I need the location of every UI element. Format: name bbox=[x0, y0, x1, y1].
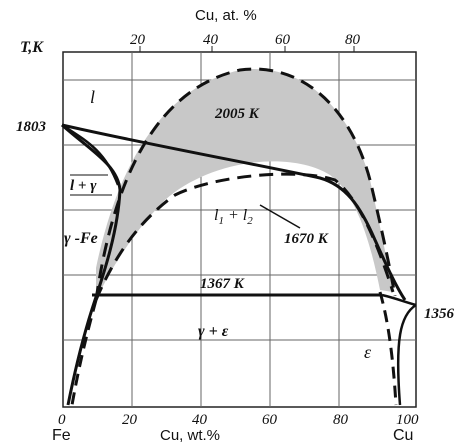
bottom-tick-label: 100 bbox=[396, 412, 419, 428]
phase-gamma-epsilon-label: γ + ε bbox=[198, 323, 229, 340]
element-fe-label: Fe bbox=[52, 427, 71, 444]
liquid-gamma-box bbox=[70, 174, 112, 196]
phase-liquid-gamma-label: l + γ bbox=[70, 178, 97, 194]
bottom-tick-label: 80 bbox=[333, 412, 349, 428]
monotectic-leader-line bbox=[259, 204, 301, 229]
miscibility-gap-inner-dashed bbox=[94, 172, 395, 301]
top-tick-label: 40 bbox=[203, 32, 219, 48]
bottom-tick-label: 60 bbox=[262, 412, 278, 428]
grid bbox=[62, 51, 417, 408]
bottom-tick-label: 40 bbox=[192, 412, 208, 428]
phase-gamma-fe-label: γ -Fe bbox=[64, 230, 98, 247]
bottom-tick-label: 0 bbox=[58, 412, 66, 428]
miscibility-gap-outer-dashed bbox=[94, 67, 397, 301]
peritectic-temp: 1367 K bbox=[200, 276, 245, 292]
epsilon-solvus-dashed bbox=[378, 291, 398, 406]
phase-epsilon-label: ε bbox=[364, 342, 372, 362]
fe-melting-temp: 1803 bbox=[16, 119, 47, 135]
miscibility-gap-region bbox=[96, 69, 393, 301]
bottom-tick-label: 20 bbox=[122, 412, 138, 428]
top-tick-label: 20 bbox=[130, 32, 146, 48]
cu-melting-temp: 1356 bbox=[424, 306, 455, 322]
top-axis-title: Cu, at. % bbox=[195, 7, 257, 24]
top-tick-label: 80 bbox=[345, 32, 361, 48]
liquidus-line bbox=[61, 123, 407, 301]
monotectic-temp: 1670 K bbox=[284, 231, 329, 247]
epsilon-solidus-line bbox=[396, 303, 417, 406]
top-tick-label: 60 bbox=[275, 32, 291, 48]
cu-liquidus-line bbox=[381, 293, 417, 307]
bottom-axis-title: Cu, wt.% bbox=[160, 427, 220, 444]
gamma-solidus-line bbox=[61, 123, 122, 406]
top-axis-ticks bbox=[139, 46, 355, 52]
phase-two-liquids-label: l1 + l2 bbox=[214, 207, 253, 227]
miscibility-max-temp: 2005 K bbox=[214, 106, 260, 122]
phase-liquid-label: l bbox=[90, 87, 95, 107]
gamma-solvus-dashed bbox=[70, 299, 98, 406]
element-cu-label: Cu bbox=[393, 427, 413, 444]
y-axis-label: T,K bbox=[20, 39, 44, 56]
plot-frame bbox=[62, 51, 417, 408]
